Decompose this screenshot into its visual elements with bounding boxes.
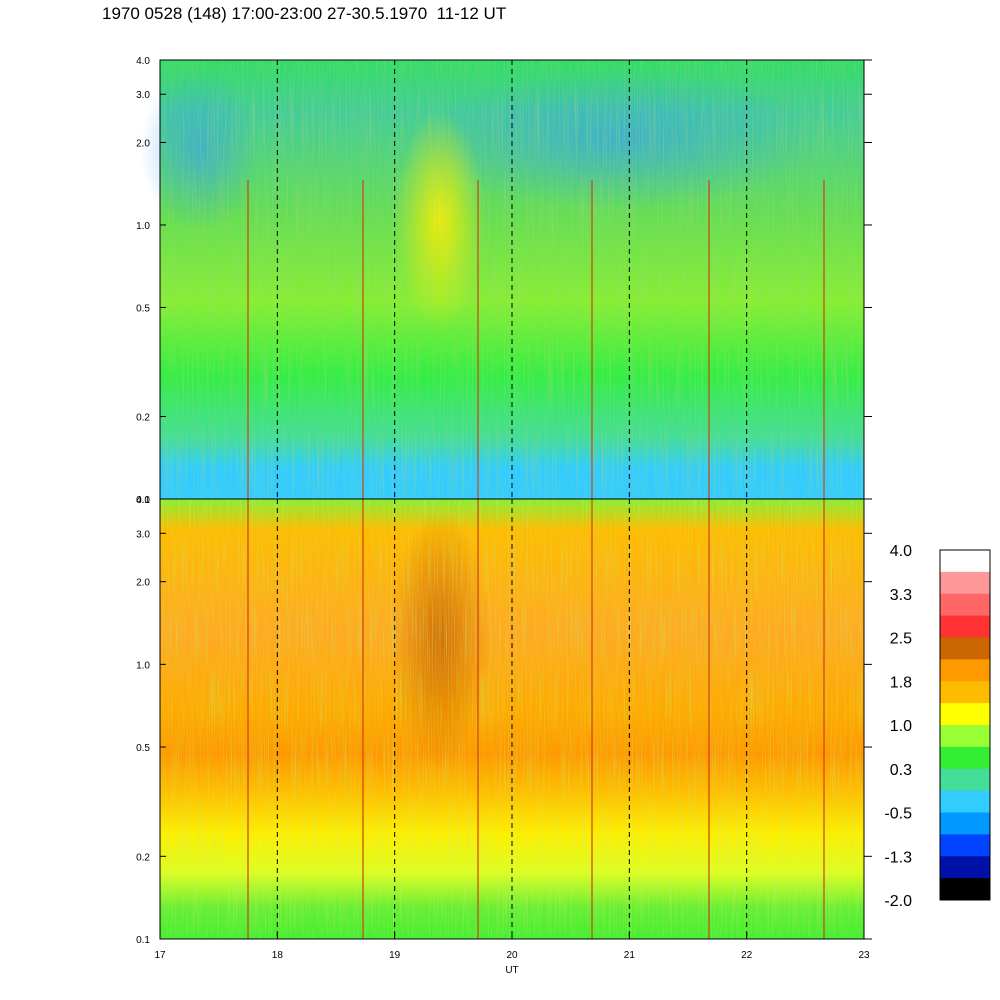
x-tick-label: 22 [741,950,753,961]
y-tick-label: 2.0 [136,578,150,589]
y-tick-label: 1.0 [136,660,150,671]
colorbar-label: 2.5 [890,631,912,648]
colorbar-label: -0.5 [884,806,912,823]
y-tick-label: 0.2 [136,413,150,424]
colorbar-swatch [940,659,990,682]
colorbar-swatch [940,878,990,901]
y-tick-label: 0.1 [136,935,150,946]
colorbar-label: -2.0 [884,893,912,910]
y-tick-label: 4.0 [136,495,150,506]
x-tick-label: 21 [624,950,636,961]
colorbar-swatch [940,637,990,660]
colorbar-frame [939,549,991,901]
y-tick-label: 2.0 [136,138,150,149]
colorbar-swatch [940,768,990,792]
colorbar-label: 4.0 [890,543,912,560]
colorbar-swatch [940,834,990,857]
y-tick-label: 1.0 [136,221,150,232]
chart-axes: 0.10.20.51.02.03.04.00.10.20.51.02.03.04… [136,56,872,976]
colorbar-swatch [940,812,990,835]
colorbar-swatch [940,725,990,748]
y-tick-label: 0.1 [136,495,150,506]
colorbar-label: 1.8 [890,674,912,691]
y-tick-label: 0.5 [136,303,150,314]
page-title: 1970 0528 (148) 17:00-23:00 27-30.5.1970… [102,4,507,23]
colorbar-swatch [940,746,990,770]
x-tick-label: 18 [272,950,284,961]
x-tick-label: 19 [389,950,401,961]
colorbar-label: 3.3 [890,587,912,604]
colorbar-label: 1.0 [890,718,912,735]
y-tick-label: 4.0 [136,56,150,67]
colorbar-swatch [940,550,990,573]
colorbar-swatch [940,790,990,813]
x-tick-label: 20 [506,950,518,961]
x-axis-label: UT [505,965,518,976]
x-tick-label: 23 [858,950,870,961]
y-tick-label: 0.5 [136,743,150,754]
x-tick-label: 17 [154,950,166,961]
y-tick-label: 3.0 [136,90,150,101]
colorbar: 4.0 3.3 2.5 1.8 1.0 0.3 -0.5 -1.3 -2.0 [884,543,991,910]
colorbar-swatch [940,571,990,595]
colorbar-swatch [940,856,990,879]
colorbar-swatch [940,593,990,617]
colorbar-swatch [940,615,990,638]
colorbar-label: 0.3 [890,762,912,779]
y-tick-label: 0.2 [136,852,150,863]
colorbar-label: -1.3 [884,849,912,866]
chart-overlay [247,180,825,939]
colorbar-swatch [940,681,990,704]
colorbar-swatch [940,703,990,726]
y-tick-label: 3.0 [136,529,150,540]
